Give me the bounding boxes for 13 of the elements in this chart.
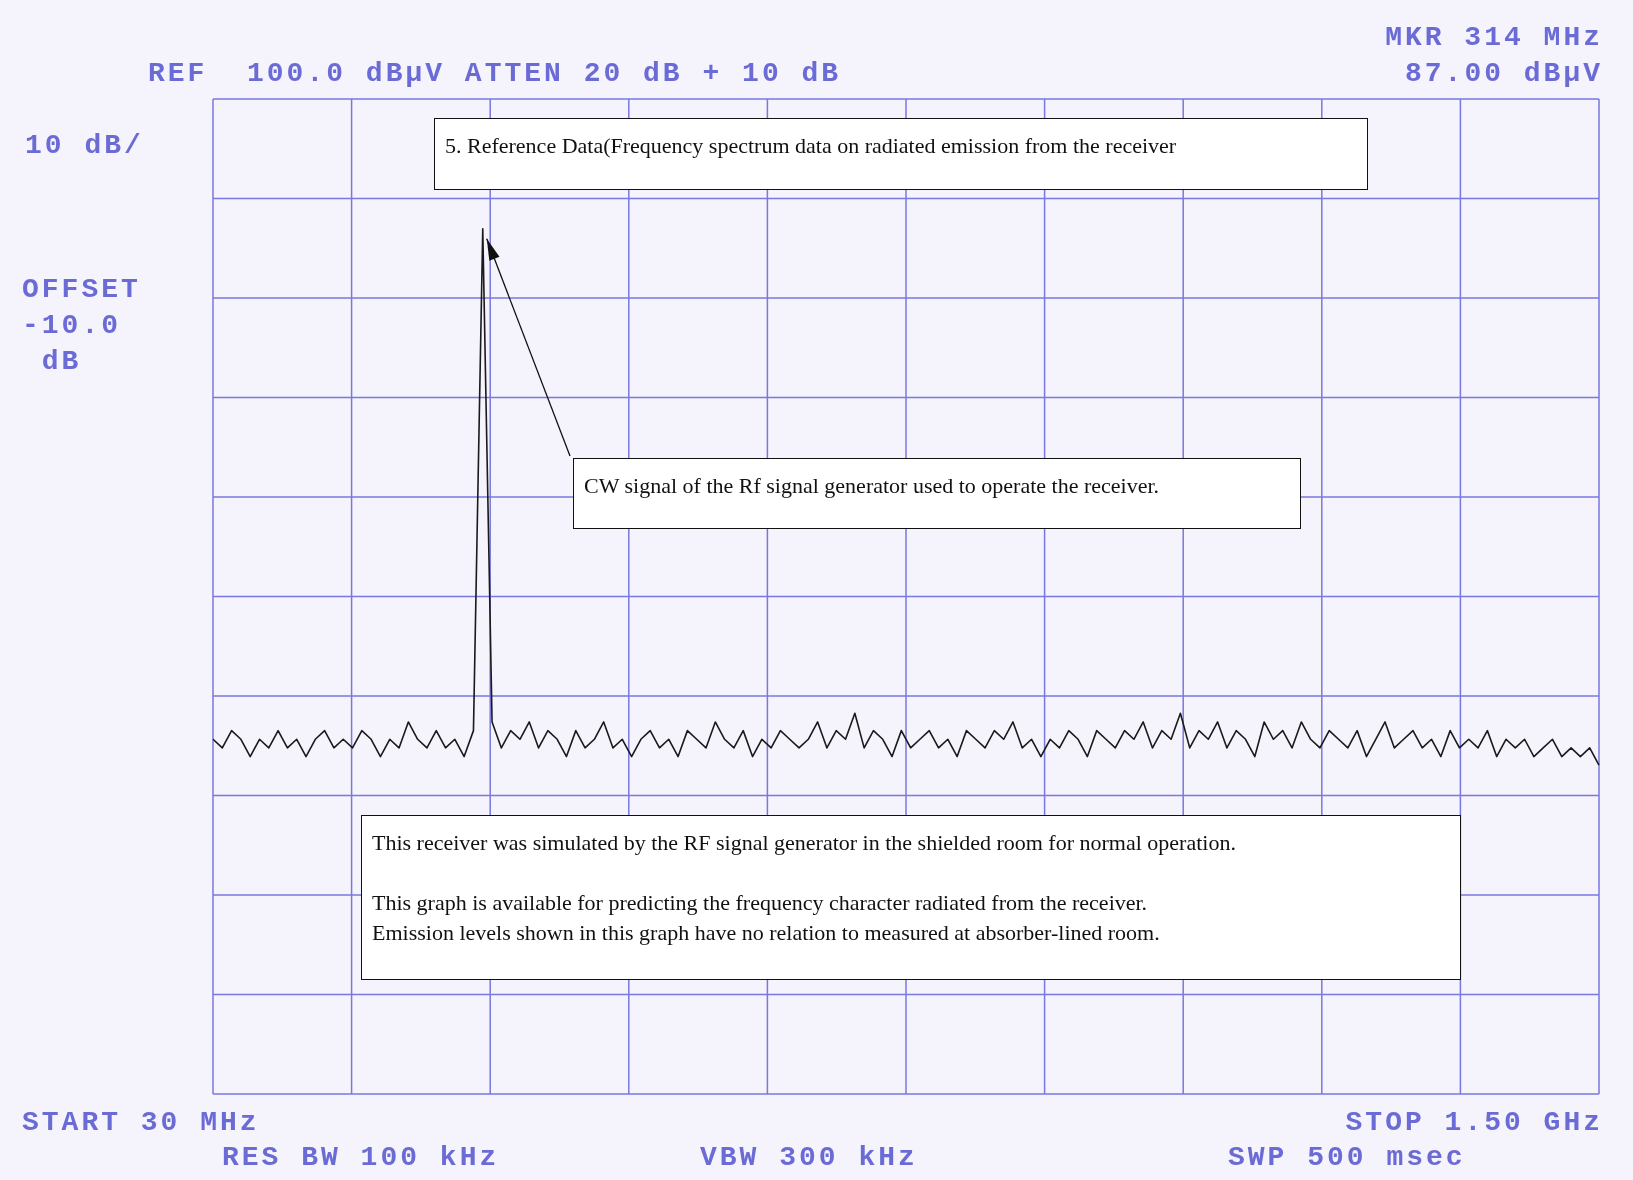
note-box: This receiver was simulated by the RF signal generator in the shielded room for normal operation. This graph is available for predicting the frequency character radiated from the receiver. Emission levels shown in this graph have no relation to measured at absorber-lined room. [361,815,1461,980]
text: OFFSET -10.0 dB [22,273,141,379]
text: 87.00 dBµV [1404,57,1603,91]
text: START 30 MHz [22,1106,260,1140]
note-box: CW signal of the Rf signal generator used to operate the receiver. [573,458,1301,529]
note-box: 5. Reference Data(Frequency spectrum data on radiated emission from the receiver [434,118,1368,190]
text: SWP 500 msec [1228,1141,1466,1175]
text: RES BW 100 kHz [222,1141,500,1175]
text: VBW 300 kHz [700,1141,918,1175]
text: MKR 314 MHz [1385,21,1603,55]
text: REF 100.0 dBµV ATTEN 20 dB + 10 dB [148,57,842,91]
text: 10 dB/ [25,129,144,163]
text: STOP 1.50 GHz [1345,1106,1603,1140]
